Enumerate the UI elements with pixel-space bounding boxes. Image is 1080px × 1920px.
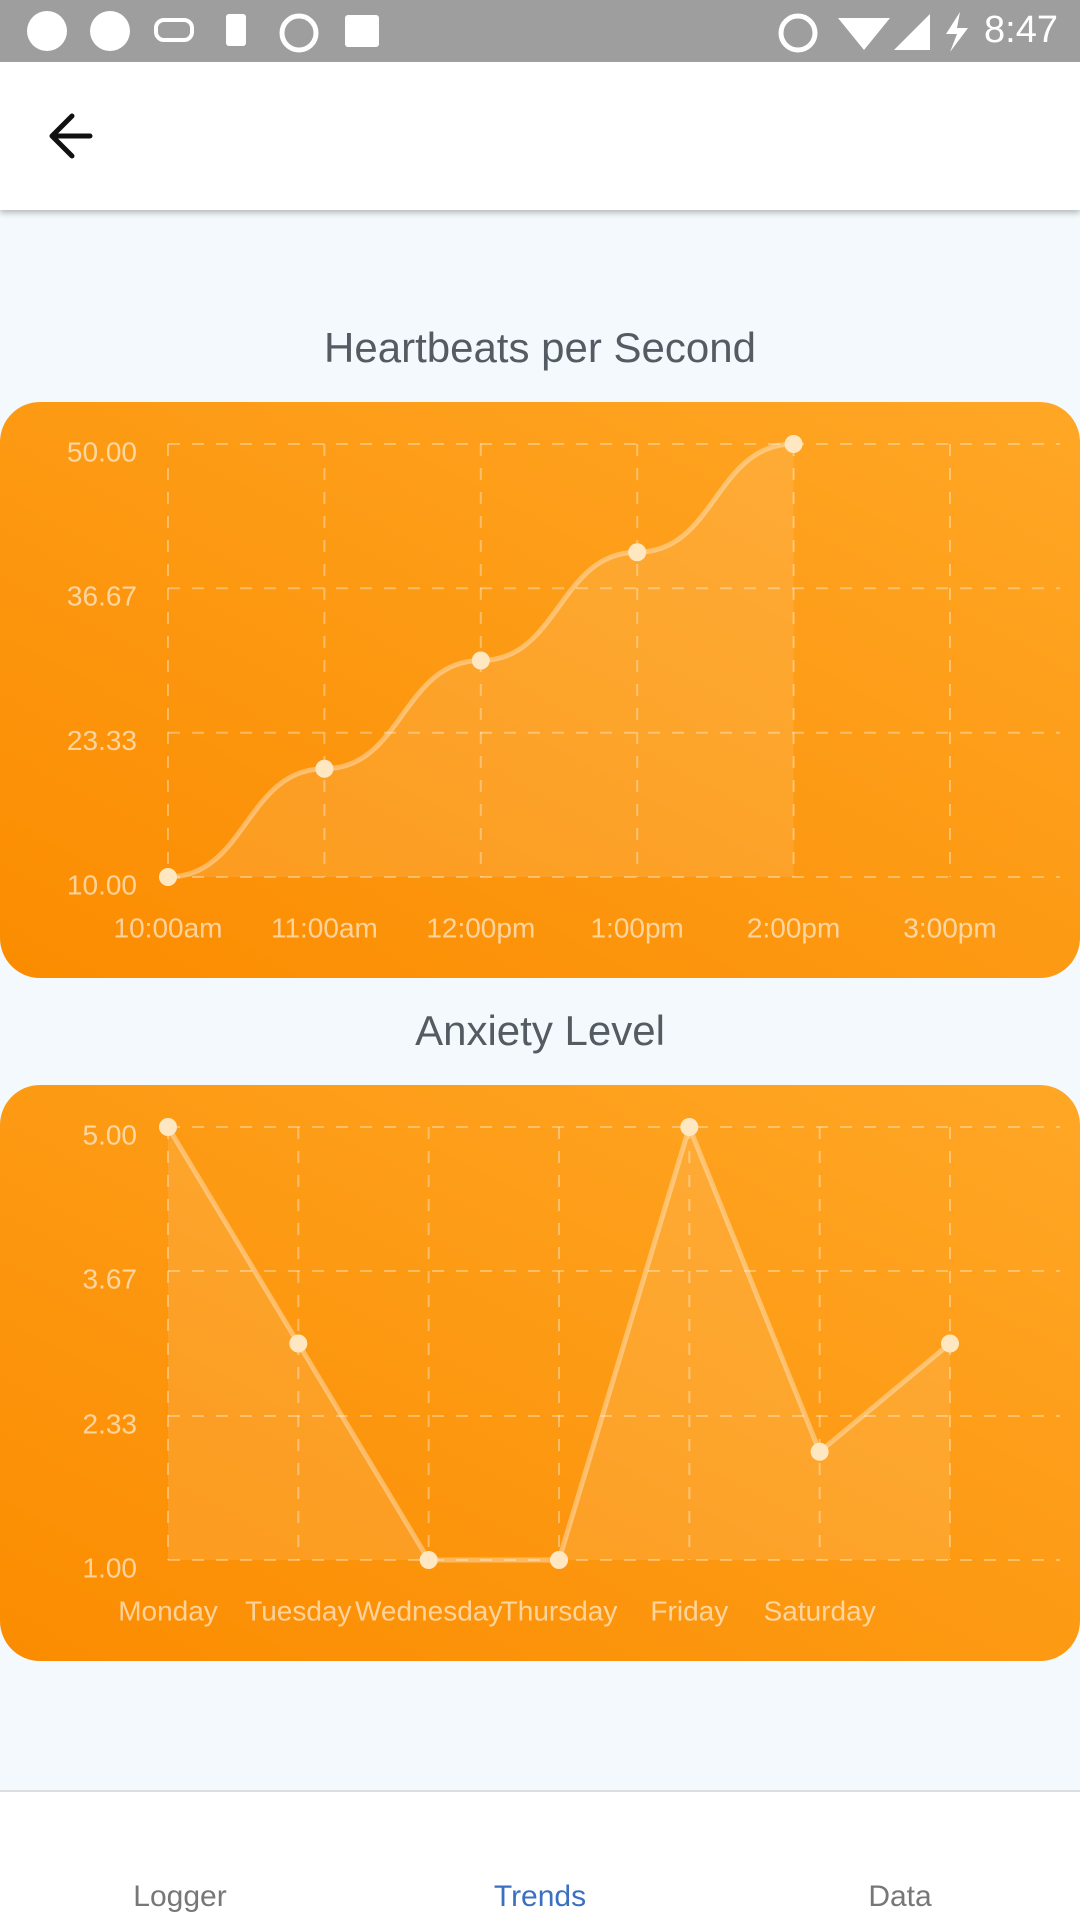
y-tick-label: 1.00 xyxy=(83,1552,138,1583)
data-point xyxy=(159,1118,177,1136)
nav-tab[interactable]: Trends xyxy=(494,1880,586,1913)
back-button[interactable] xyxy=(49,113,93,159)
y-tick-label: 3.67 xyxy=(83,1263,138,1294)
x-tick-label: 12:00pm xyxy=(426,912,535,943)
chart-card xyxy=(0,1085,1080,1661)
chart-title: Heartbeats per Second xyxy=(324,324,756,371)
x-tick-label: 1:00pm xyxy=(590,912,683,943)
data-point xyxy=(289,1334,308,1353)
x-tick-label: 2:00pm xyxy=(747,912,840,943)
app-header xyxy=(0,62,1080,210)
x-tick-label: Friday xyxy=(650,1595,728,1626)
x-tick-label: 11:00am xyxy=(271,912,378,943)
data-point xyxy=(941,1334,959,1353)
y-tick-label: 5.00 xyxy=(83,1119,138,1150)
x-tick-label: Wednesday xyxy=(355,1595,502,1626)
status-icons xyxy=(27,11,968,53)
data-point xyxy=(810,1442,829,1461)
x-tick-label: 10:00am xyxy=(114,912,223,943)
x-tick-label: Saturday xyxy=(764,1595,876,1626)
status-time: 8:47 xyxy=(984,9,1058,51)
chart-title: Anxiety Level xyxy=(415,1007,665,1054)
y-tick-label: 36.67 xyxy=(67,581,137,612)
data-point xyxy=(419,1551,438,1569)
y-tick-label: 10.00 xyxy=(67,869,137,900)
data-point xyxy=(680,1118,699,1136)
data-point xyxy=(628,543,647,562)
nav-tab[interactable]: Data xyxy=(868,1880,932,1913)
x-tick-label: Monday xyxy=(118,1595,218,1626)
data-point xyxy=(550,1551,568,1569)
line-area xyxy=(168,1127,950,1560)
status-bar xyxy=(0,0,1080,62)
data-point xyxy=(784,435,803,453)
data-point xyxy=(159,868,177,886)
x-tick-label: Tuesday xyxy=(245,1595,351,1626)
x-tick-label: Thursday xyxy=(501,1595,618,1626)
y-tick-label: 2.33 xyxy=(83,1408,138,1439)
data-point xyxy=(315,759,334,778)
bottom-nav xyxy=(0,1791,1080,1920)
chart-card xyxy=(0,402,1080,978)
y-tick-label: 23.33 xyxy=(67,725,137,756)
x-tick-label: 3:00pm xyxy=(903,912,996,943)
data-point xyxy=(471,651,490,670)
y-tick-label: 50.00 xyxy=(67,436,137,467)
nav-tab[interactable]: Logger xyxy=(133,1880,226,1913)
